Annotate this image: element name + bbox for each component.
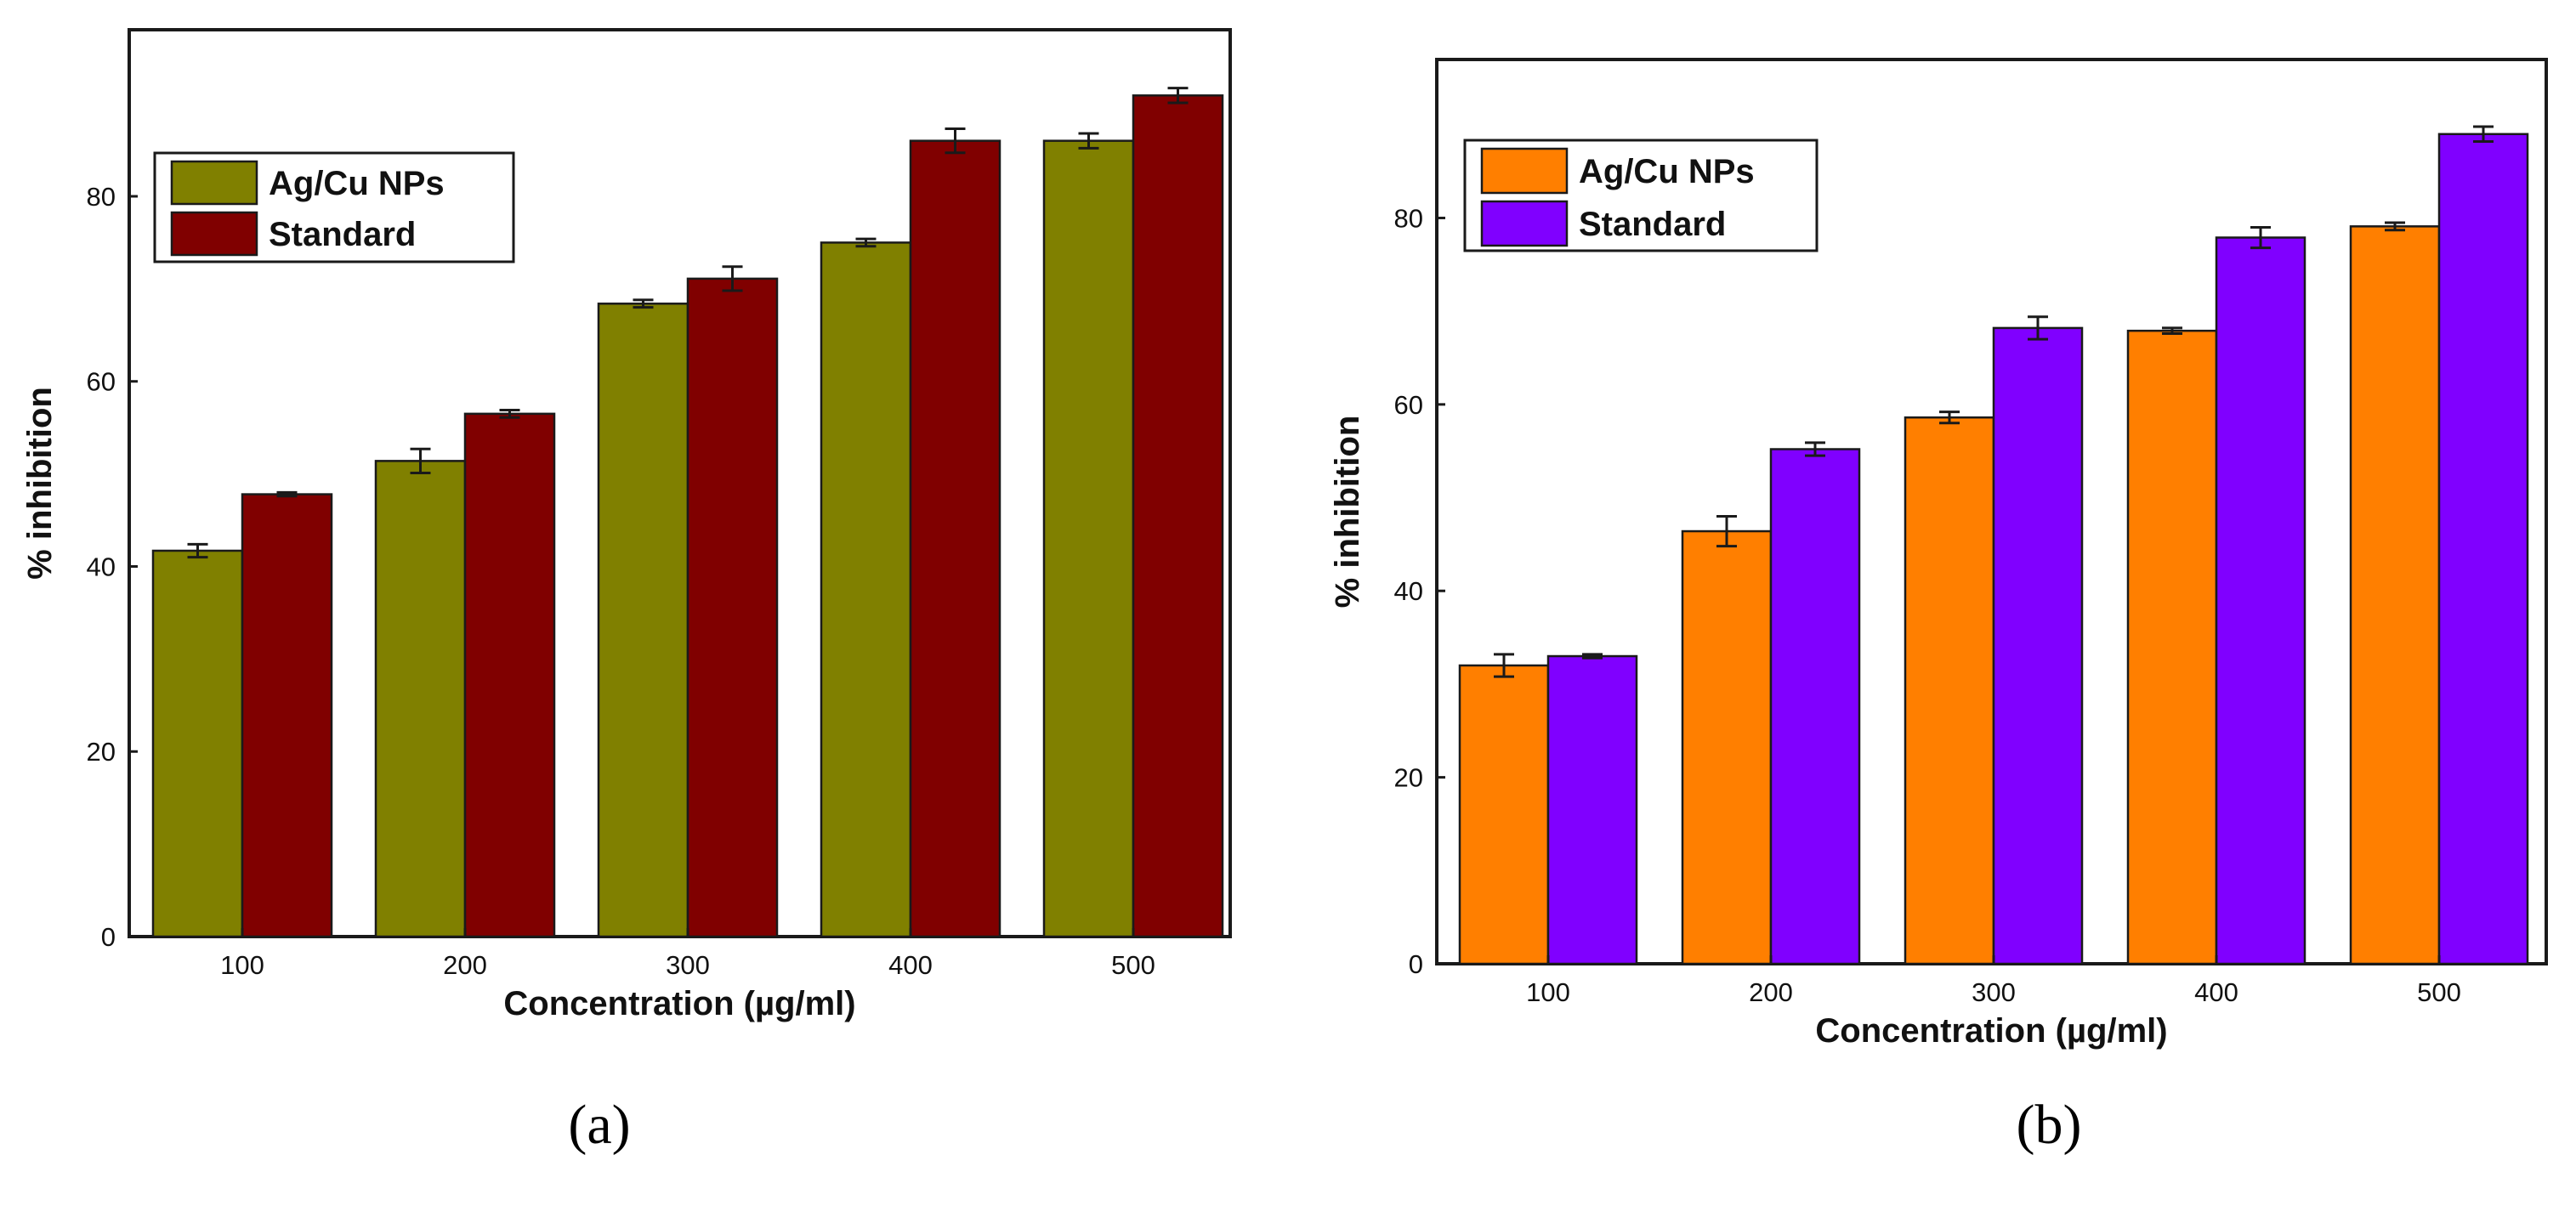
y-tick-label: 0 bbox=[1409, 949, 1423, 979]
bar bbox=[1132, 94, 1224, 938]
legend-label: Ag/Cu NPs bbox=[269, 165, 445, 202]
y-axis-title: % inhibition bbox=[21, 387, 59, 580]
y-tick-label: 60 bbox=[1394, 390, 1423, 420]
y-tick-label: 20 bbox=[87, 737, 116, 767]
y-tick-label: 80 bbox=[1394, 203, 1423, 233]
bar bbox=[1681, 529, 1773, 965]
bar bbox=[1769, 448, 1861, 965]
bar bbox=[1042, 139, 1135, 938]
bar bbox=[2126, 329, 2218, 965]
x-tick-label: 400 bbox=[888, 950, 933, 980]
x-tick-label: 200 bbox=[443, 950, 487, 980]
x-axis-title: Concentration (µg/ml) bbox=[503, 985, 855, 1022]
legend-swatch bbox=[170, 211, 258, 257]
bar bbox=[909, 139, 1001, 938]
panel-caption: (b) bbox=[2017, 1094, 2082, 1156]
bar bbox=[820, 241, 912, 938]
bar bbox=[2349, 225, 2441, 965]
bar bbox=[374, 460, 467, 938]
legend-swatch bbox=[170, 160, 258, 206]
x-axis-title: Concentration (µg/ml) bbox=[1815, 1012, 2167, 1050]
y-axis-title: % inhibition bbox=[1329, 416, 1366, 609]
x-tick-label: 100 bbox=[220, 950, 264, 980]
x-tick-label: 200 bbox=[1749, 977, 1793, 1007]
legend: Ag/Cu NPs Standard bbox=[1463, 139, 1819, 252]
x-tick-label: 400 bbox=[2194, 977, 2238, 1007]
panel-caption: (a) bbox=[568, 1094, 630, 1156]
bar bbox=[2215, 236, 2306, 965]
legend-label: Standard bbox=[1579, 206, 1726, 243]
y-tick-label: 80 bbox=[87, 182, 116, 212]
bar bbox=[1904, 416, 1995, 965]
x-tick-label: 300 bbox=[666, 950, 710, 980]
chart-panel-a: 0 20 40 60 80 100 200 300 400 500 Concentration (µ… bbox=[21, 28, 1232, 1156]
legend-swatch bbox=[1480, 200, 1569, 247]
bar bbox=[1458, 664, 1550, 965]
bar bbox=[686, 277, 779, 938]
bar bbox=[2437, 133, 2529, 965]
legend-label: Ag/Cu NPs bbox=[1579, 153, 1755, 190]
bar bbox=[151, 549, 244, 938]
chart-panel-b: 0 20 40 60 80 100 200 300 400 500 Concentration (µ… bbox=[1329, 58, 2548, 1156]
bar bbox=[597, 303, 689, 938]
x-tick-label: 500 bbox=[1111, 950, 1155, 980]
x-tick-label: 500 bbox=[2417, 977, 2461, 1007]
legend: Ag/Cu NPs Standard bbox=[153, 151, 515, 263]
legend-label: Standard bbox=[269, 216, 416, 253]
bar bbox=[463, 412, 556, 938]
y-tick-label: 40 bbox=[87, 552, 116, 581]
y-tick-label: 60 bbox=[87, 367, 116, 397]
y-tick-label: 0 bbox=[101, 922, 116, 952]
y-tick-label: 40 bbox=[1394, 576, 1423, 606]
bar bbox=[1546, 654, 1638, 965]
bar bbox=[241, 493, 333, 938]
bar bbox=[1992, 326, 2084, 965]
x-tick-label: 300 bbox=[1972, 977, 2016, 1007]
legend-swatch bbox=[1480, 147, 1569, 195]
x-tick-label: 100 bbox=[1526, 977, 1570, 1007]
y-tick-label: 20 bbox=[1394, 763, 1423, 793]
